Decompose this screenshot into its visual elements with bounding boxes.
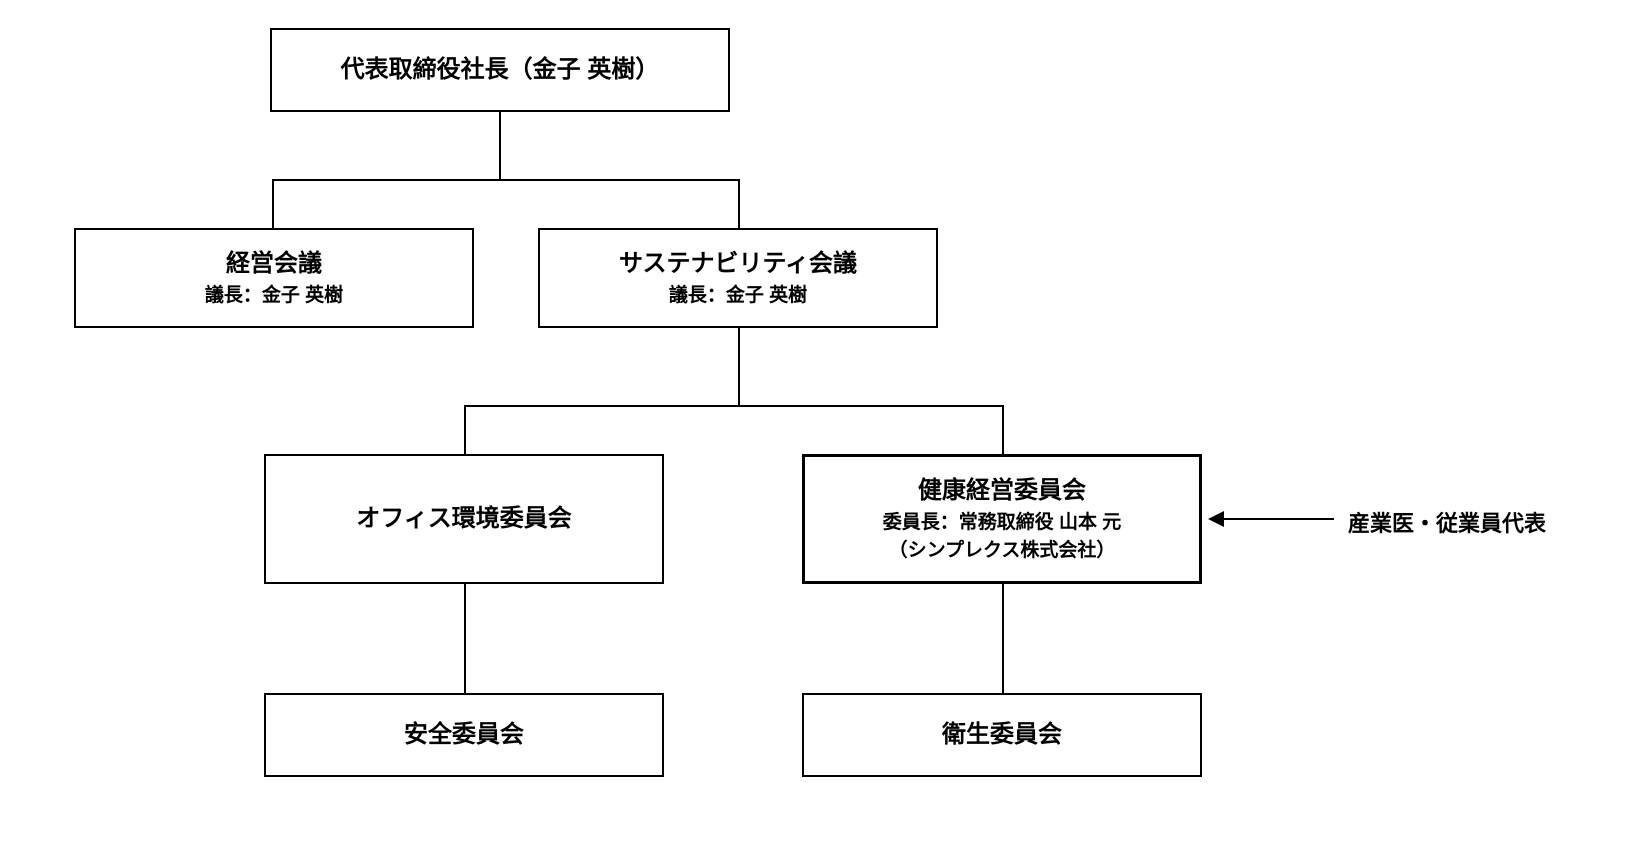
node-health-title: 健康経営委員会: [918, 473, 1086, 509]
node-hygiene: 衛生委員会: [802, 693, 1202, 777]
node-health: 健康経営委員会 委員長：常務取締役 山本 元 （シンプレクス株式会社）: [802, 454, 1202, 584]
connector: [272, 179, 740, 181]
node-sustain-title: サステナビリティ会議: [619, 246, 857, 282]
node-safety: 安全委員会: [264, 693, 664, 777]
node-sustain-sub: 議長：金子 英樹: [669, 282, 807, 311]
node-health-sub: 委員長：常務取締役 山本 元: [883, 509, 1122, 538]
connector: [738, 179, 740, 228]
annotation-arrow-line: [1222, 518, 1334, 520]
connector: [464, 405, 466, 454]
connector: [499, 112, 501, 180]
node-mgmt-title: 経営会議: [226, 246, 322, 282]
node-president: 代表取締役社長（金子 英樹）: [270, 28, 730, 112]
connector: [464, 405, 1004, 407]
annotation-text: 産業医・従業員代表: [1348, 506, 1546, 538]
connector: [272, 179, 274, 228]
node-safety-title: 安全委員会: [404, 717, 524, 753]
annotation-arrow-head-icon: [1208, 511, 1224, 527]
node-hygiene-title: 衛生委員会: [942, 717, 1062, 753]
node-mgmt-sub: 議長：金子 英樹: [205, 282, 343, 311]
connector: [738, 328, 740, 406]
node-office-title: オフィス環境委員会: [356, 501, 572, 537]
node-president-title: 代表取締役社長（金子 英樹）: [341, 52, 660, 88]
connector: [1002, 405, 1004, 454]
node-office: オフィス環境委員会: [264, 454, 664, 584]
node-sustain: サステナビリティ会議 議長：金子 英樹: [538, 228, 938, 328]
connector: [1002, 584, 1004, 693]
node-health-sub2: （シンプレクス株式会社）: [889, 538, 1116, 565]
connector: [464, 584, 466, 693]
node-mgmt: 経営会議 議長：金子 英樹: [74, 228, 474, 328]
